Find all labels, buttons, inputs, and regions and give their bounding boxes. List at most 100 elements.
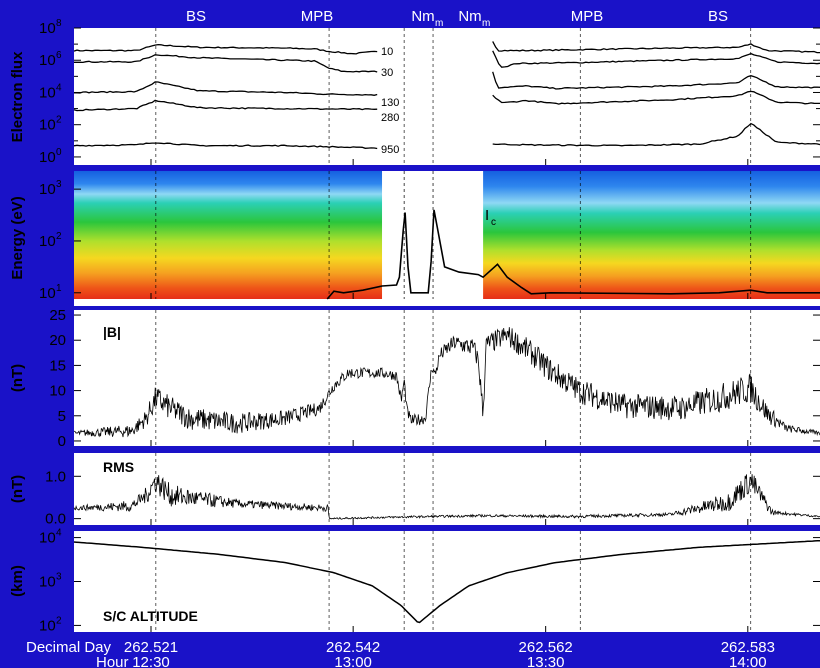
flux-energy-labels: 10 30 130 280 950 xyxy=(381,46,399,156)
svg-text:c: c xyxy=(491,217,496,228)
b-tick-label: 10 xyxy=(49,383,66,400)
alt-tick-exp: 2 xyxy=(56,615,62,626)
event-label-nm-1: Nm m xyxy=(411,8,443,29)
panel-b-bg xyxy=(74,310,820,446)
svg-text:I: I xyxy=(485,207,489,224)
x-tick-day-2: 262.562 xyxy=(519,639,573,656)
event-label-mpb-1: MPB xyxy=(301,8,334,25)
flux-label-30: 30 xyxy=(381,67,393,79)
event-label-mpb-2: MPB xyxy=(571,8,604,25)
flux-lines xyxy=(73,41,820,150)
panel-rms: 0.0 1.0 RMS (nT) xyxy=(9,453,820,528)
flux-tick-label: 10 xyxy=(39,117,56,134)
b-panel-label: |B| xyxy=(103,324,121,340)
flux-trace-130-post xyxy=(492,71,820,90)
svg-text:Nm: Nm xyxy=(458,8,481,25)
svg-text:m: m xyxy=(435,18,443,29)
spectrogram-outbound xyxy=(483,171,820,299)
x-tick-hour-0: 12:30 xyxy=(132,654,170,668)
alt-tick-label: 10 xyxy=(39,617,56,634)
altitude-line xyxy=(73,539,820,624)
b-tick-label: 15 xyxy=(49,357,66,374)
flux-trace-950-pre xyxy=(73,142,378,150)
spectrogram-inbound xyxy=(74,171,383,299)
panel-flux-bg xyxy=(74,28,820,165)
spec-tick-label: 10 xyxy=(39,181,56,198)
flux-tick-exp: 8 xyxy=(56,18,62,29)
x-tick-hour-2: 13:30 xyxy=(527,654,565,668)
flux-trace-280-pre xyxy=(73,99,378,112)
panel-rms-bg xyxy=(74,453,820,525)
spec-annotation-ic: I c xyxy=(485,207,496,228)
spec-tick-exp: 1 xyxy=(56,283,62,294)
rms-line xyxy=(73,474,820,520)
rms-y-ticks: 0.0 1.0 xyxy=(45,468,820,528)
x-tick-day-1: 262.542 xyxy=(326,639,380,656)
x-tick-hour-1: 13:00 xyxy=(334,654,372,668)
x-axis-label-day: Decimal Day xyxy=(26,639,112,656)
alt-tick-label: 10 xyxy=(39,574,56,591)
flux-tick-label: 10 xyxy=(39,84,56,101)
alt-panel-label: S/C ALTITUDE xyxy=(103,608,198,624)
b-tick-label: 5 xyxy=(58,408,66,425)
spec-ylabel: Energy (eV) xyxy=(9,196,26,279)
flux-tick-label: 10 xyxy=(39,149,56,166)
b-tick-label: 25 xyxy=(49,307,66,324)
b-y-ticks: 0 5 10 15 20 25 xyxy=(49,307,820,450)
flux-tick-label: 10 xyxy=(39,52,56,69)
alt-tick-exp: 3 xyxy=(56,572,62,583)
flux-label-950: 950 xyxy=(381,144,399,156)
spec-tick-label: 10 xyxy=(39,285,56,302)
panel-magnetic-field: 0 5 10 15 20 25 |B| (nT) xyxy=(9,307,820,450)
b-ylabel: (nT) xyxy=(9,364,26,392)
flux-trace-130-pre xyxy=(74,81,378,96)
b-magnitude-line xyxy=(73,327,820,438)
x-tick-marks xyxy=(150,159,749,632)
flux-trace-10-post xyxy=(492,41,820,54)
flux-trace-10-pre xyxy=(73,43,378,55)
flux-label-10: 10 xyxy=(381,46,393,58)
flux-trace-280-post xyxy=(492,90,820,105)
alt-ylabel: (km) xyxy=(9,565,26,597)
event-dashed-lines xyxy=(155,28,752,632)
flux-label-280: 280 xyxy=(381,112,399,124)
alt-tick-label: 10 xyxy=(39,530,56,547)
svg-text:Nm: Nm xyxy=(411,8,434,25)
spectrogram-energy-line xyxy=(326,209,820,300)
rms-panel-label: RMS xyxy=(103,459,134,475)
x-axis-label-hour: Hour xyxy=(96,654,129,668)
flux-trace-950-post xyxy=(492,122,820,147)
flux-tick-label: 10 xyxy=(39,20,56,37)
flux-trace-30-post xyxy=(492,50,820,68)
x-tick-hour-3: 14:00 xyxy=(729,654,767,668)
flux-tick-exp: 0 xyxy=(56,147,62,158)
x-tick-day-0: 262.521 xyxy=(124,639,178,656)
spec-tick-exp: 2 xyxy=(56,231,62,242)
flux-tick-exp: 2 xyxy=(56,115,62,126)
flux-tick-exp: 4 xyxy=(56,82,62,93)
event-label-bs-2: BS xyxy=(708,8,728,25)
spec-tick-exp: 3 xyxy=(56,179,62,190)
flux-trace-30-pre xyxy=(74,54,378,73)
flux-label-130: 130 xyxy=(381,97,399,109)
rms-tick-label: 0.0 xyxy=(45,511,66,528)
flux-tick-exp: 6 xyxy=(56,50,62,61)
rms-tick-label: 1.0 xyxy=(45,468,66,485)
flux-ylabel: Electron flux xyxy=(9,51,26,143)
svg-text:m: m xyxy=(482,18,490,29)
rms-ylabel: (nT) xyxy=(9,475,26,503)
alt-tick-exp: 4 xyxy=(56,528,62,539)
event-labels: BS MPB Nm m Nm m MPB BS xyxy=(186,8,728,29)
b-tick-label: 20 xyxy=(49,332,66,349)
b-tick-label: 0 xyxy=(58,433,66,450)
event-label-nm-2: Nm m xyxy=(458,8,490,29)
